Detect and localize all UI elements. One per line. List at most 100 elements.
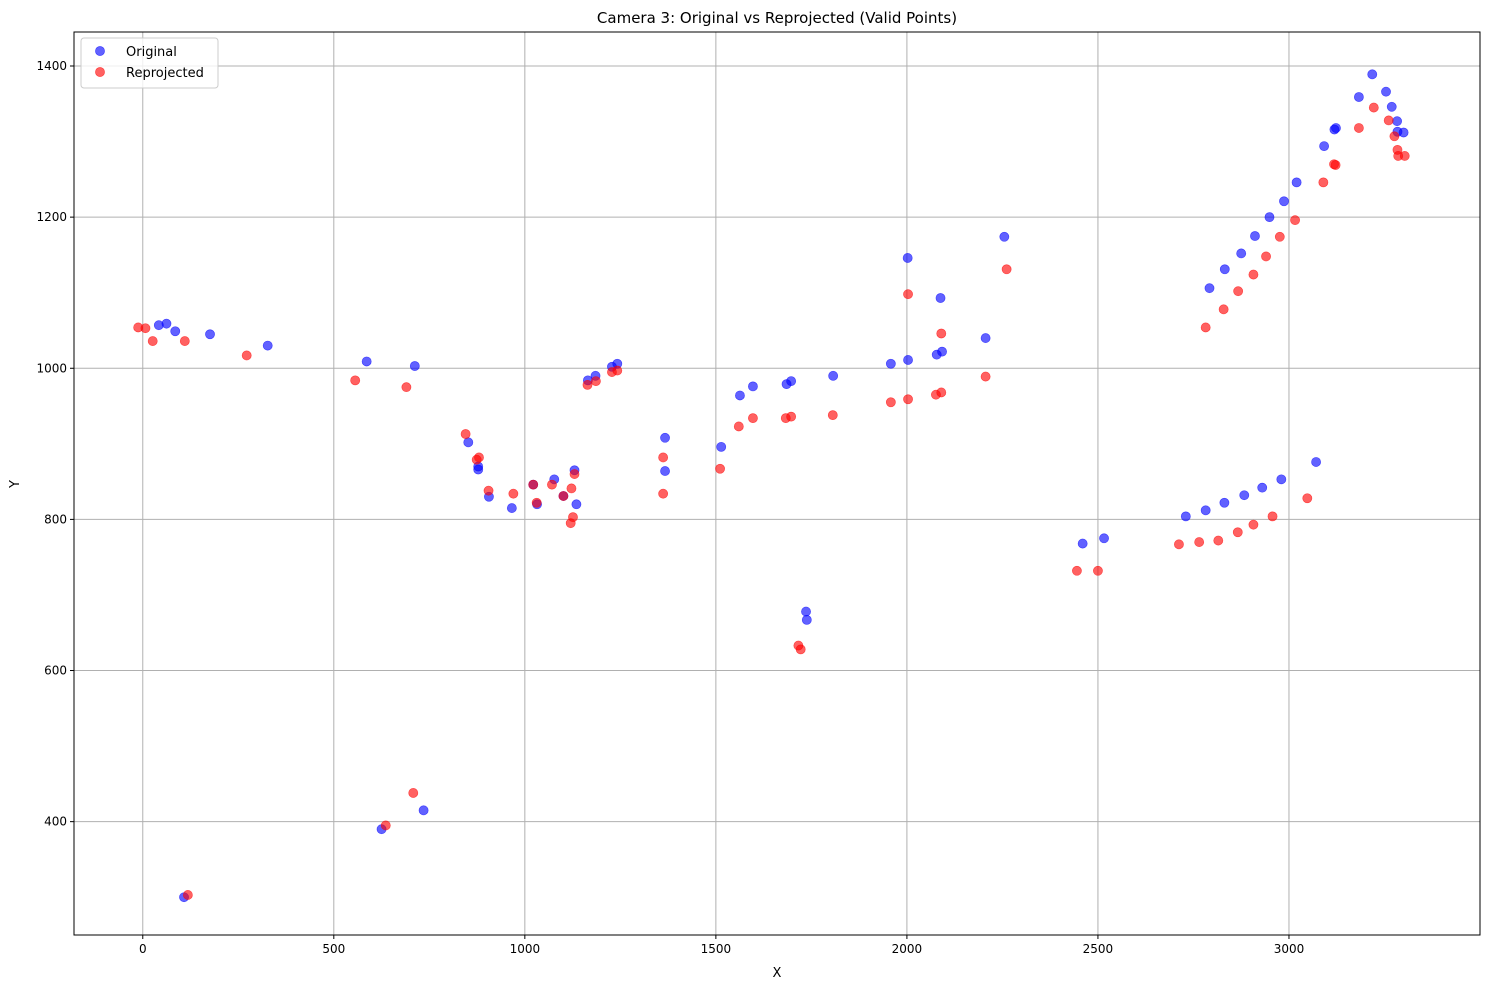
data-point-reprojected bbox=[547, 479, 557, 490]
data-point-original bbox=[1236, 248, 1247, 259]
data-point-reprojected bbox=[733, 421, 744, 432]
data-point-reprojected bbox=[1330, 160, 1341, 170]
data-point-original bbox=[801, 614, 812, 625]
x-tick-label: 0 bbox=[139, 942, 147, 956]
data-point-original bbox=[801, 606, 811, 617]
data-point-reprojected bbox=[903, 289, 913, 300]
data-point-original bbox=[902, 253, 913, 263]
x-tick-label: 1000 bbox=[510, 942, 541, 956]
data-point-reprojected bbox=[558, 491, 569, 501]
data-point-original bbox=[1219, 264, 1230, 275]
data-point-reprojected bbox=[350, 375, 361, 386]
data-point-original bbox=[1353, 92, 1364, 102]
data-point-reprojected bbox=[1368, 102, 1379, 113]
legend-label: Reprojected bbox=[126, 66, 204, 81]
y-axis-label: Y bbox=[8, 480, 23, 489]
y-tick-label: 800 bbox=[44, 512, 67, 526]
plot-frame bbox=[73, 31, 1481, 936]
data-point-reprojected bbox=[1248, 269, 1259, 280]
data-point-reprojected bbox=[182, 890, 193, 900]
data-point-reprojected bbox=[936, 387, 947, 398]
x-tick-label: 3000 bbox=[1274, 942, 1305, 956]
axis-ticks: 0 500 1000 1500 2000 2500 3000 400 600 800 1000 120… bbox=[36, 59, 1304, 956]
data-point-reprojected bbox=[179, 336, 190, 346]
data-point-reprojected bbox=[980, 371, 991, 382]
data-point-reprojected bbox=[748, 413, 758, 424]
data-point-reprojected bbox=[591, 376, 601, 387]
x-tick-label: 2000 bbox=[892, 942, 923, 956]
data-point-original bbox=[161, 318, 172, 329]
data-point-reprojected bbox=[827, 410, 838, 421]
data-point-original bbox=[262, 340, 273, 351]
data-point-original bbox=[786, 376, 797, 387]
data-point-original bbox=[418, 805, 429, 816]
data-point-original bbox=[937, 346, 947, 357]
data-point-original bbox=[1257, 482, 1268, 493]
x-tick-label: 500 bbox=[322, 942, 345, 956]
data-point-original bbox=[903, 355, 913, 365]
data-point-original bbox=[1250, 231, 1260, 241]
data-point-reprojected bbox=[528, 479, 539, 490]
data-point-reprojected bbox=[483, 485, 494, 496]
data-point-reprojected bbox=[885, 397, 896, 408]
data-point-reprojected bbox=[566, 483, 577, 494]
y-tick-label: 600 bbox=[44, 664, 67, 678]
data-point-original bbox=[1398, 127, 1409, 138]
data-point-reprojected bbox=[401, 382, 412, 393]
grid-lines bbox=[74, 32, 1480, 935]
data-point-original bbox=[716, 441, 727, 452]
data-point-reprojected bbox=[1318, 177, 1329, 188]
legend-label: Original bbox=[126, 45, 177, 60]
data-point-original bbox=[1386, 101, 1397, 112]
data-point-reprojected bbox=[1001, 264, 1012, 275]
data-point-reprojected bbox=[1194, 537, 1205, 547]
data-point-original bbox=[935, 293, 946, 303]
x-tick-label: 2500 bbox=[1083, 942, 1114, 956]
data-point-reprojected bbox=[1389, 131, 1400, 142]
data-point-original bbox=[1077, 538, 1088, 549]
data-point-original bbox=[1200, 505, 1211, 516]
data-point-reprojected bbox=[380, 820, 391, 831]
data-point-reprojected bbox=[1290, 215, 1300, 226]
data-point-reprojected bbox=[1213, 535, 1224, 546]
chart-title: Camera 3: Original vs Reprojected (Valid… bbox=[597, 9, 957, 27]
data-point-original bbox=[735, 390, 745, 401]
data-point-original bbox=[205, 329, 215, 340]
data-point-reprojected bbox=[1232, 527, 1243, 538]
data-point-reprojected bbox=[1353, 123, 1364, 133]
data-point-reprojected bbox=[408, 788, 419, 798]
data-point-original bbox=[170, 326, 181, 337]
data-point-reprojected bbox=[568, 512, 578, 523]
y-tick-label: 1200 bbox=[36, 210, 67, 224]
data-point-original bbox=[361, 356, 372, 367]
data-point-original bbox=[1367, 69, 1378, 80]
data-point-reprojected bbox=[241, 350, 252, 361]
data-point-reprojected bbox=[1093, 565, 1103, 576]
data-point-original bbox=[1219, 497, 1230, 508]
data-point-reprojected bbox=[1072, 565, 1082, 576]
data-points bbox=[133, 69, 1410, 903]
data-point-original bbox=[1276, 474, 1287, 485]
data-point-reprojected bbox=[531, 497, 542, 508]
legend-marker bbox=[95, 67, 105, 77]
y-tick-label: 400 bbox=[44, 815, 67, 829]
data-point-original bbox=[1311, 457, 1321, 467]
data-point-original bbox=[1279, 196, 1289, 207]
data-point-reprojected bbox=[658, 488, 669, 499]
data-point-reprojected bbox=[1383, 115, 1394, 126]
data-point-original bbox=[1180, 511, 1191, 522]
data-point-original bbox=[885, 358, 896, 369]
series-reprojected bbox=[133, 102, 1410, 900]
data-point-reprojected bbox=[936, 328, 947, 339]
data-point-original bbox=[1381, 86, 1391, 97]
data-point-original bbox=[828, 370, 839, 381]
data-point-reprojected bbox=[1274, 231, 1285, 242]
data-point-original bbox=[1291, 177, 1302, 188]
x-axis-label: X bbox=[773, 966, 782, 981]
data-point-original bbox=[999, 231, 1010, 242]
data-point-original bbox=[1204, 283, 1215, 294]
data-point-reprojected bbox=[474, 452, 484, 463]
data-point-reprojected bbox=[786, 411, 797, 422]
data-point-reprojected bbox=[1261, 251, 1271, 262]
